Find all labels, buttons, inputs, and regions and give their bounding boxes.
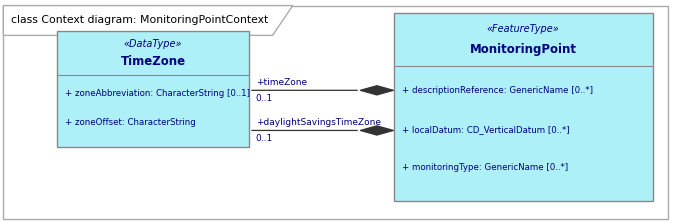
Text: + localDatum: CD_VerticalDatum [0..*]: + localDatum: CD_VerticalDatum [0..*]: [402, 125, 569, 134]
Polygon shape: [360, 126, 394, 135]
Text: MonitoringPoint: MonitoringPoint: [470, 43, 577, 56]
Text: «DataType»: «DataType»: [124, 39, 182, 50]
Text: + zoneAbbreviation: CharacterString [0..1]: + zoneAbbreviation: CharacterString [0..…: [65, 89, 250, 99]
Text: +daylightSavingsTimeZone: +daylightSavingsTimeZone: [256, 118, 381, 127]
Text: + descriptionReference: GenericName [0..*]: + descriptionReference: GenericName [0..…: [402, 86, 593, 95]
Text: 0..1: 0..1: [256, 94, 273, 103]
Text: + monitoringType: GenericName [0..*]: + monitoringType: GenericName [0..*]: [402, 163, 568, 172]
Bar: [57, 31, 249, 147]
Text: + zoneOffset: CharacterString: + zoneOffset: CharacterString: [65, 118, 196, 127]
Text: «FeatureType»: «FeatureType»: [487, 24, 560, 34]
Text: +timeZone: +timeZone: [256, 78, 307, 87]
Bar: [394, 13, 653, 201]
Text: class Context diagram: MonitoringPointContext: class Context diagram: MonitoringPointCo…: [11, 15, 269, 25]
Polygon shape: [3, 6, 293, 35]
Text: TimeZone: TimeZone: [120, 55, 186, 68]
Text: 0..1: 0..1: [256, 134, 273, 143]
Polygon shape: [360, 86, 394, 95]
